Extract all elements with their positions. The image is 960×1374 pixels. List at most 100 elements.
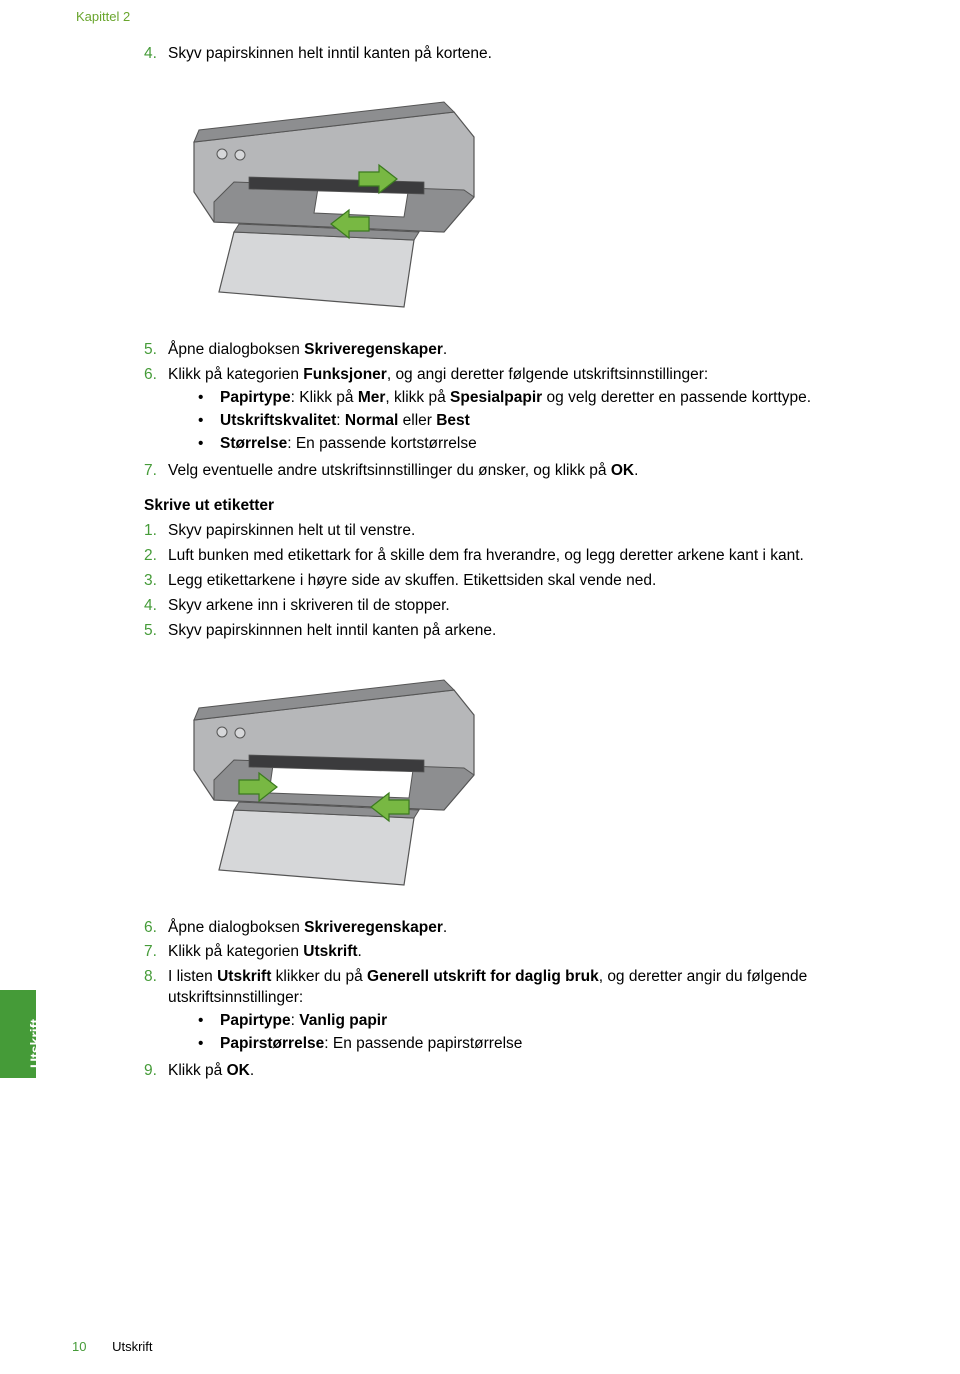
text: Åpne dialogboksen [168, 341, 304, 358]
step-text: Skyv papirskinnen helt inntil kanten på … [168, 44, 910, 65]
label-step-7: 7. Klikk på kategorien Utskrift. [144, 942, 910, 963]
bold: Spesialpapir [450, 389, 542, 406]
step-number: 7. [144, 461, 168, 482]
step-number: 9. [144, 1061, 168, 1082]
bold: Skriveregenskaper [304, 341, 443, 358]
text: : [291, 1012, 300, 1029]
text: Klikk på kategorien [168, 366, 303, 383]
bullet-list: • Papirtype: Klikk på Mer, klikk på Spes… [196, 388, 910, 455]
step-number: 5. [144, 340, 168, 361]
bullet: • Papirtype: Vanlig papir [196, 1011, 910, 1032]
label-step-1: 1. Skyv papirskinnen helt ut til venstre… [144, 521, 910, 542]
bold: Funksjoner [303, 366, 387, 383]
bold: Vanlig papir [299, 1012, 387, 1029]
text: . [443, 341, 447, 358]
bold: Utskrift [217, 968, 271, 985]
bold: Papirstørrelse [220, 1035, 324, 1052]
label-step-3: 3. Legg etikettarkene i høyre side av sk… [144, 571, 910, 592]
bullet-text: Papirtype: Vanlig papir [220, 1011, 910, 1032]
text: : En passende papirstørrelse [324, 1035, 522, 1052]
text: : Klikk på [291, 389, 358, 406]
step-text: Velg eventuelle andre utskriftsinnstilli… [168, 461, 910, 482]
text: Velg eventuelle andre utskriftsinnstilli… [168, 462, 611, 479]
step-number: 3. [144, 571, 168, 592]
printer-illustration-icon [164, 660, 504, 890]
step-number: 2. [144, 546, 168, 567]
step-5: 5. Åpne dialogboksen Skriveregenskaper. [144, 340, 910, 361]
text: , klikk på [385, 389, 450, 406]
bold: Best [436, 412, 470, 429]
printer-figure-2 [144, 660, 910, 890]
text: . [358, 943, 362, 960]
text: Klikk på [168, 1062, 227, 1079]
bold: Utskrift [303, 943, 357, 960]
bullet: • Papirtype: Klikk på Mer, klikk på Spes… [196, 388, 910, 409]
label-step-6: 6. Åpne dialogboksen Skriveregenskaper. [144, 918, 910, 939]
step-number: 1. [144, 521, 168, 542]
bullet-text: Papirtype: Klikk på Mer, klikk på Spesia… [220, 388, 910, 409]
bold: Papirtype [220, 1012, 291, 1029]
text: I listen [168, 968, 217, 985]
label-step-9: 9. Klikk på OK. [144, 1061, 910, 1082]
step-number: 5. [144, 621, 168, 642]
section-heading-labels: Skrive ut etiketter [144, 496, 910, 517]
step-6: 6. Klikk på kategorien Funksjoner, og an… [144, 365, 910, 457]
footer-section: Utskrift [112, 1339, 152, 1354]
step-number: 8. [144, 967, 168, 1057]
step-text: Åpne dialogboksen Skriveregenskaper. [168, 340, 910, 361]
step-text: Skyv arkene inn i skriveren til de stopp… [168, 596, 910, 617]
bullet-dot: • [196, 388, 220, 409]
text: Klikk på kategorien [168, 943, 303, 960]
chapter-header: Kapittel 2 [76, 8, 920, 26]
printer-illustration-icon [164, 82, 504, 312]
step-text: Skyv papirskinnen helt ut til venstre. [168, 521, 910, 542]
bold: Papirtype [220, 389, 291, 406]
step-text: Klikk på OK. [168, 1061, 910, 1082]
bold: Størrelse [220, 435, 287, 452]
step-text: I listen Utskrift klikker du på Generell… [168, 967, 910, 1057]
content-area: 4. Skyv papirskinnen helt inntil kanten … [144, 44, 910, 1082]
footer: 10 Utskrift [72, 1338, 153, 1356]
bold: Generell utskrift for daglig bruk [367, 968, 599, 985]
bullet-dot: • [196, 1011, 220, 1032]
text: klikker du på [271, 968, 367, 985]
bullet-text: Utskriftskvalitet: Normal eller Best [220, 411, 910, 432]
bullet: • Utskriftskvalitet: Normal eller Best [196, 411, 910, 432]
step-4: 4. Skyv papirskinnen helt inntil kanten … [144, 44, 910, 65]
step-number: 6. [144, 365, 168, 457]
text: . [250, 1062, 254, 1079]
side-tab: Utskrift [0, 990, 36, 1078]
bullet-dot: • [196, 411, 220, 432]
label-step-5: 5. Skyv papirskinnnen helt inntil kanten… [144, 621, 910, 642]
printer-figure-1 [144, 82, 910, 312]
text: Åpne dialogboksen [168, 919, 304, 936]
bold: OK [611, 462, 634, 479]
text: : [336, 412, 345, 429]
label-step-2: 2. Luft bunken med etikettark for å skil… [144, 546, 910, 567]
bullet-list: • Papirtype: Vanlig papir • Papirstørrel… [196, 1011, 910, 1055]
bold: Utskriftskvalitet [220, 412, 336, 429]
step-7: 7. Velg eventuelle andre utskriftsinnsti… [144, 461, 910, 482]
step-text: Legg etikettarkene i høyre side av skuff… [168, 571, 910, 592]
text: eller [398, 412, 436, 429]
step-number: 4. [144, 596, 168, 617]
bold: Skriveregenskaper [304, 919, 443, 936]
step-text: Luft bunken med etikettark for å skille … [168, 546, 910, 567]
step-text: Klikk på kategorien Utskrift. [168, 942, 910, 963]
bullet-dot: • [196, 1034, 220, 1055]
text: . [443, 919, 447, 936]
step-number: 6. [144, 918, 168, 939]
bold: Mer [358, 389, 386, 406]
bullet-text: Papirstørrelse: En passende papirstørrel… [220, 1034, 910, 1055]
label-step-4: 4. Skyv arkene inn i skriveren til de st… [144, 596, 910, 617]
step-text: Åpne dialogboksen Skriveregenskaper. [168, 918, 910, 939]
bold: OK [227, 1062, 250, 1079]
step-text: Skyv papirskinnnen helt inntil kanten på… [168, 621, 910, 642]
step-number: 4. [144, 44, 168, 65]
text: . [634, 462, 638, 479]
bullet-text: Størrelse: En passende kortstørrelse [220, 434, 910, 455]
text: , og angi deretter følgende utskriftsinn… [387, 366, 708, 383]
label-step-8: 8. I listen Utskrift klikker du på Gener… [144, 967, 910, 1057]
step-text: Klikk på kategorien Funksjoner, og angi … [168, 365, 910, 457]
text: og velg deretter en passende korttype. [542, 389, 811, 406]
